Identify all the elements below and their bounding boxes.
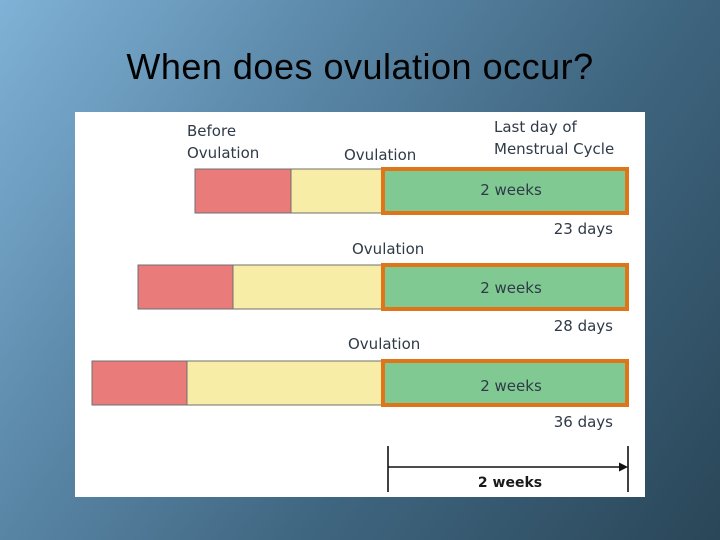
cycle-length-label: 28 days [554, 317, 613, 335]
cycle-length-label: 36 days [554, 413, 613, 431]
cycle-diagram-svg: Before Ovulation Ovulation Last day of M… [91, 118, 629, 492]
segment-label: 2 weeks [480, 377, 542, 395]
ovulation-label: Ovulation [352, 240, 424, 258]
cycle-row-36-days: Ovulation 2 weeks 36 days [91, 335, 629, 431]
ovulation-label-header: Ovulation [344, 146, 416, 164]
cycle-length-label: 23 days [554, 220, 613, 238]
cycle-row-23-days: 2 weeks 23 days [194, 167, 629, 238]
cycle-row-28-days: Ovulation 2 weeks 28 days [137, 240, 629, 335]
slide-title: When does ovulation occur? [126, 46, 594, 87]
cycle-diagram: Before Ovulation Ovulation Last day of M… [75, 112, 645, 497]
before-ovulation-label-line2: Ovulation [187, 144, 259, 162]
pre-ovulation-segment [290, 168, 384, 214]
post-ovulation-segment [381, 359, 629, 407]
scale-label: 2 weeks [478, 475, 542, 491]
ovulation-label: Ovulation [348, 335, 420, 353]
pre-ovulation-segment [232, 264, 384, 310]
menstruation-segment [91, 360, 188, 406]
last-day-label-line1: Last day of [494, 118, 578, 136]
menstruation-segment [194, 168, 292, 214]
segment-label: 2 weeks [480, 279, 542, 297]
scale-arrowhead [619, 462, 628, 472]
post-ovulation-segment [381, 263, 629, 311]
pre-ovulation-segment [186, 360, 384, 406]
menstruation-segment [137, 264, 234, 310]
segment-label: 2 weeks [480, 181, 542, 199]
two-weeks-scale: 2 weeks [387, 446, 629, 492]
post-ovulation-segment [381, 167, 629, 215]
before-ovulation-label-line1: Before [187, 122, 236, 140]
last-day-label-line2: Menstrual Cycle [494, 140, 614, 158]
